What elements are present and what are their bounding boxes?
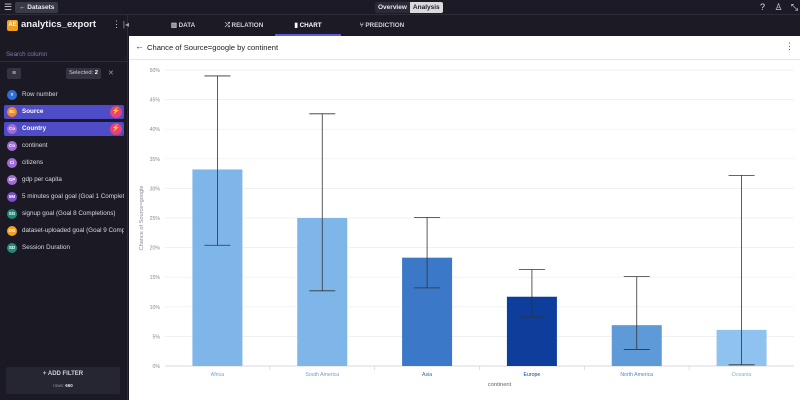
column-type-badge: 5M: [7, 192, 17, 202]
search-column-input[interactable]: Search column: [6, 51, 48, 58]
column-type-badge: DG: [7, 226, 17, 236]
column-type-badge: SG: [7, 209, 17, 219]
tab-prediction[interactable]: ⑂ PREDICTION: [341, 15, 423, 36]
user-account-icon[interactable]: ♙: [774, 2, 783, 12]
column-item[interactable]: SG signup goal (Goal 8 Completions): [4, 207, 124, 221]
column-label: Country: [22, 125, 47, 132]
column-type-badge: Co: [7, 141, 17, 151]
collapse-icon[interactable]: ⤡: [790, 2, 799, 12]
column-item[interactable]: GP gdp per capita: [4, 173, 124, 187]
column-label: Session Duration: [22, 244, 70, 251]
chart-tab-icon: ▮: [294, 22, 298, 29]
column-item[interactable]: DG dataset-uploaded goal (Goal 9 Comp: [4, 224, 124, 238]
dataset-logo-icon: AE: [7, 20, 18, 31]
relation-tab-icon: ⤮: [224, 22, 230, 29]
tab-prediction-label: PREDICTION: [365, 22, 405, 29]
y-tick-label: 15%: [150, 275, 161, 281]
top-bar: ☰ ← Datasets Overview Analysis ? ♙ ⤡: [0, 0, 800, 15]
back-arrow-icon[interactable]: ←: [135, 41, 144, 51]
column-sidebar: AE analytics_export ⋮ |◂ Search column ≡…: [0, 15, 129, 400]
y-tick-label: 10%: [150, 305, 161, 311]
y-tick-label: 30%: [150, 186, 161, 192]
view-toggle: Overview Analysis: [375, 2, 443, 13]
dataset-title: analytics_export: [21, 19, 96, 30]
column-item[interactable]: Sc Source ⚡: [4, 105, 124, 119]
y-tick-label: 35%: [150, 157, 161, 163]
selected-label: Selected:: [69, 70, 94, 76]
hamburger-menu-icon[interactable]: ☰: [4, 2, 13, 12]
column-item[interactable]: Co Country ⚡: [4, 122, 124, 136]
selected-count-badge[interactable]: Selected: 2: [66, 68, 102, 79]
add-filter-label: + ADD FILTER: [42, 371, 84, 377]
tab-relation[interactable]: ⤮ RELATION: [213, 15, 275, 36]
dataset-more-icon[interactable]: ⋮: [112, 19, 121, 29]
column-label: citizens: [22, 159, 43, 166]
y-tick-label: 40%: [150, 127, 161, 133]
view-tabs: ▥ DATA ⤮ RELATION ▮ CHART ⑂ PREDICTION: [129, 15, 800, 36]
column-label: Source: [22, 108, 44, 115]
tab-data[interactable]: ▥ DATA: [153, 15, 213, 36]
rows-count-value: 660: [65, 383, 73, 388]
bolt-icon[interactable]: ⚡: [110, 123, 122, 135]
chart-panel: ← Chance of Source=google by continent ⋮…: [129, 36, 800, 400]
prediction-tab-icon: ⑂: [359, 22, 364, 29]
dataset-header: AE analytics_export ⋮ |◂: [0, 15, 129, 37]
x-tick-label: Africa: [211, 372, 224, 378]
rows-label: rows:: [53, 383, 64, 388]
column-type-badge: Ci: [7, 158, 17, 168]
column-label: Row number: [22, 91, 58, 98]
column-label: continent: [22, 142, 48, 149]
column-item[interactable]: # Row number: [4, 88, 124, 102]
chart-title: Chance of Source=google by continent: [147, 43, 279, 52]
column-item[interactable]: Ci citizens: [4, 156, 124, 170]
add-filter-button[interactable]: + ADD FILTER rows: 660: [6, 367, 120, 394]
tab-data-label: DATA: [178, 22, 196, 29]
y-tick-label: 0%: [153, 364, 161, 370]
data-tab-icon: ▥: [170, 22, 177, 29]
y-axis-label: Chance of Source=google: [139, 186, 145, 251]
topbar-icons: ? ♙ ⤡: [757, 1, 800, 13]
y-tick-label: 5%: [153, 334, 161, 340]
column-type-badge: #: [7, 90, 17, 100]
selected-count: 2: [94, 70, 99, 76]
x-tick-label: North America: [620, 372, 653, 378]
collapse-sidebar-icon[interactable]: |◂: [122, 20, 129, 29]
y-tick-label: 50%: [150, 68, 161, 74]
x-tick-label: Europe: [524, 372, 541, 378]
bar-chart: 0% 5% 10% 15% 20% 25% 30% 35% 40% 45% 50% Chance of…: [139, 68, 794, 388]
x-axis-label: continent: [488, 382, 512, 388]
back-to-datasets-button[interactable]: ← Datasets: [15, 2, 59, 13]
analysis-toggle-button[interactable]: Analysis: [409, 2, 443, 13]
column-type-badge: Sc: [7, 107, 17, 117]
tab-relation-label: RELATION: [231, 22, 264, 29]
y-tick-label: 45%: [150, 98, 161, 104]
overview-toggle-button[interactable]: Overview: [375, 2, 410, 13]
column-label: gdp per capita: [22, 176, 62, 183]
filter-icon[interactable]: ≡: [7, 68, 21, 79]
tab-chart-label: CHART: [299, 22, 322, 29]
bolt-icon[interactable]: ⚡: [110, 106, 122, 118]
column-item[interactable]: Co continent: [4, 139, 124, 153]
clear-selection-icon[interactable]: ✕: [108, 70, 114, 77]
chart-options-icon[interactable]: ⋮: [785, 41, 794, 51]
column-type-badge: Co: [7, 124, 17, 134]
column-label: 5 minutes goal goal (Goal 1 Completi: [22, 193, 124, 200]
column-type-badge: SD: [7, 243, 17, 253]
x-tick-label: Oceania: [732, 372, 751, 378]
column-label: signup goal (Goal 8 Completions): [22, 210, 116, 217]
x-tick-label: Asia: [422, 372, 432, 378]
tab-chart[interactable]: ▮ CHART: [275, 15, 341, 36]
x-tick-label: South America: [305, 372, 339, 378]
column-item[interactable]: 5M 5 minutes goal goal (Goal 1 Completi: [4, 190, 124, 204]
column-label: dataset-uploaded goal (Goal 9 Comp: [22, 227, 124, 234]
help-icon[interactable]: ?: [759, 2, 765, 12]
chart-header: ← Chance of Source=google by continent ⋮: [129, 36, 800, 60]
y-tick-label: 25%: [150, 216, 161, 222]
search-divider: [0, 61, 128, 62]
y-tick-label: 20%: [150, 246, 161, 252]
column-item[interactable]: SD Session Duration: [4, 241, 124, 255]
rows-count: rows: 660: [6, 383, 120, 388]
column-type-badge: GP: [7, 175, 17, 185]
